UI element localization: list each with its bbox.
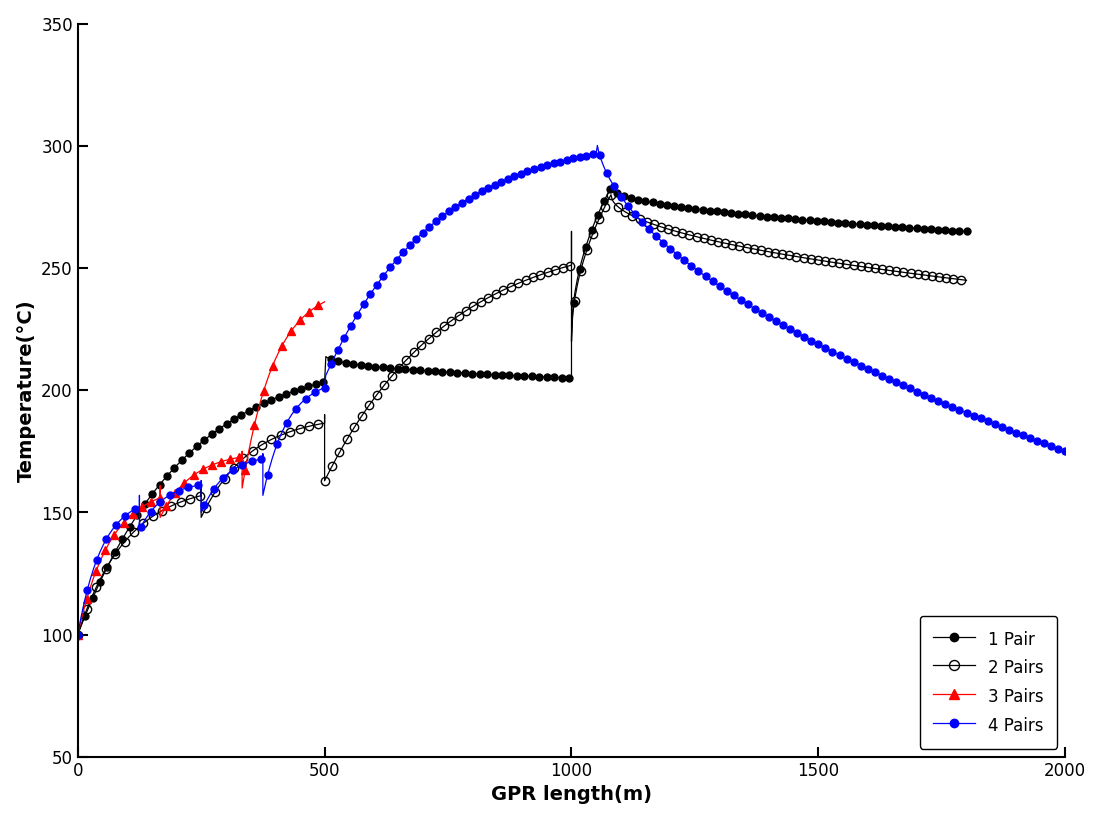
Line: 3 Pairs: 3 Pairs [74,298,329,639]
1 Pair [521,371,534,381]
4 Pairs [736,296,749,305]
2 Pairs [604,190,618,200]
4 Pairs [591,140,604,150]
3 Pairs [106,532,119,542]
2 Pairs [71,630,84,640]
1 Pair [319,351,332,361]
X-axis label: GPR length(m): GPR length(m) [491,786,652,805]
4 Pairs [1059,447,1072,456]
1 Pair [927,224,940,234]
2 Pairs [960,275,973,285]
2 Pairs [242,450,255,460]
Y-axis label: Temperature(°C): Temperature(°C) [17,299,35,482]
4 Pairs [125,507,138,516]
Line: 1 Pair: 1 Pair [74,184,970,638]
3 Pairs [158,504,171,514]
Line: 4 Pairs: 4 Pairs [74,142,1069,638]
1 Pair [667,201,681,211]
4 Pairs [742,300,756,310]
3 Pairs [194,466,207,475]
1 Pair [947,226,961,236]
Line: 2 Pairs: 2 Pairs [74,190,971,639]
3 Pairs [318,297,331,307]
1 Pair [960,227,973,236]
1 Pair [71,630,84,640]
Legend: 1 Pair, 2 Pairs, 3 Pairs, 4 Pairs: 1 Pair, 2 Pairs, 3 Pairs, 4 Pairs [920,616,1057,749]
3 Pairs [71,630,84,640]
3 Pairs [234,452,247,462]
3 Pairs [197,464,211,474]
2 Pairs [119,535,132,545]
4 Pairs [339,331,352,341]
4 Pairs [622,203,635,213]
1 Pair [604,182,618,192]
4 Pairs [71,630,84,640]
1 Pair [308,379,321,389]
3 Pairs [105,534,118,544]
2 Pairs [464,303,478,313]
2 Pairs [486,290,500,300]
2 Pairs [287,425,300,435]
2 Pairs [366,395,379,405]
4 Pairs [214,476,227,486]
